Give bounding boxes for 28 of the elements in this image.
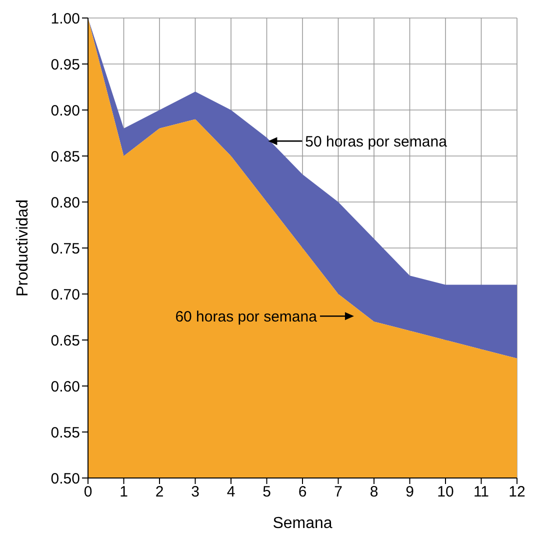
y-tick-label: 0.75 xyxy=(50,240,80,258)
y-tick-label: 0.80 xyxy=(50,194,80,212)
x-tick-label: 7 xyxy=(334,484,342,501)
x-tick-label: 10 xyxy=(437,484,454,501)
series-label: 60 horas por semana xyxy=(175,308,318,326)
series-label: 50 horas por semana xyxy=(305,133,448,150)
x-tick-label: 1 xyxy=(120,484,128,501)
x-tick-label: 3 xyxy=(191,484,200,501)
y-tick-label: 0.60 xyxy=(50,378,80,396)
y-tick-label: 0.95 xyxy=(50,56,80,74)
x-tick-label: 12 xyxy=(508,484,526,501)
x-tick-label: 9 xyxy=(406,484,414,501)
x-tick-label: 2 xyxy=(155,484,164,501)
y-tick-label: 0.85 xyxy=(50,148,80,166)
x-tick-label: 0 xyxy=(84,484,92,501)
x-tick-label: 8 xyxy=(370,484,378,501)
y-axis-title: Productividad xyxy=(14,200,32,296)
y-tick-label: 0.90 xyxy=(50,102,80,120)
y-tick-label: 0.65 xyxy=(50,332,80,350)
x-tick-label: 11 xyxy=(473,484,490,501)
x-tick-label: 5 xyxy=(262,484,271,501)
y-tick-label: 0.50 xyxy=(50,470,80,488)
x-tick-label: 6 xyxy=(298,484,307,501)
y-tick-label: 0.55 xyxy=(50,424,80,442)
y-tick-label: 1.00 xyxy=(50,10,80,28)
x-tick-label: 4 xyxy=(226,484,236,501)
y-tick-label: 0.70 xyxy=(50,286,80,304)
x-axis-title: Semana xyxy=(272,515,332,532)
